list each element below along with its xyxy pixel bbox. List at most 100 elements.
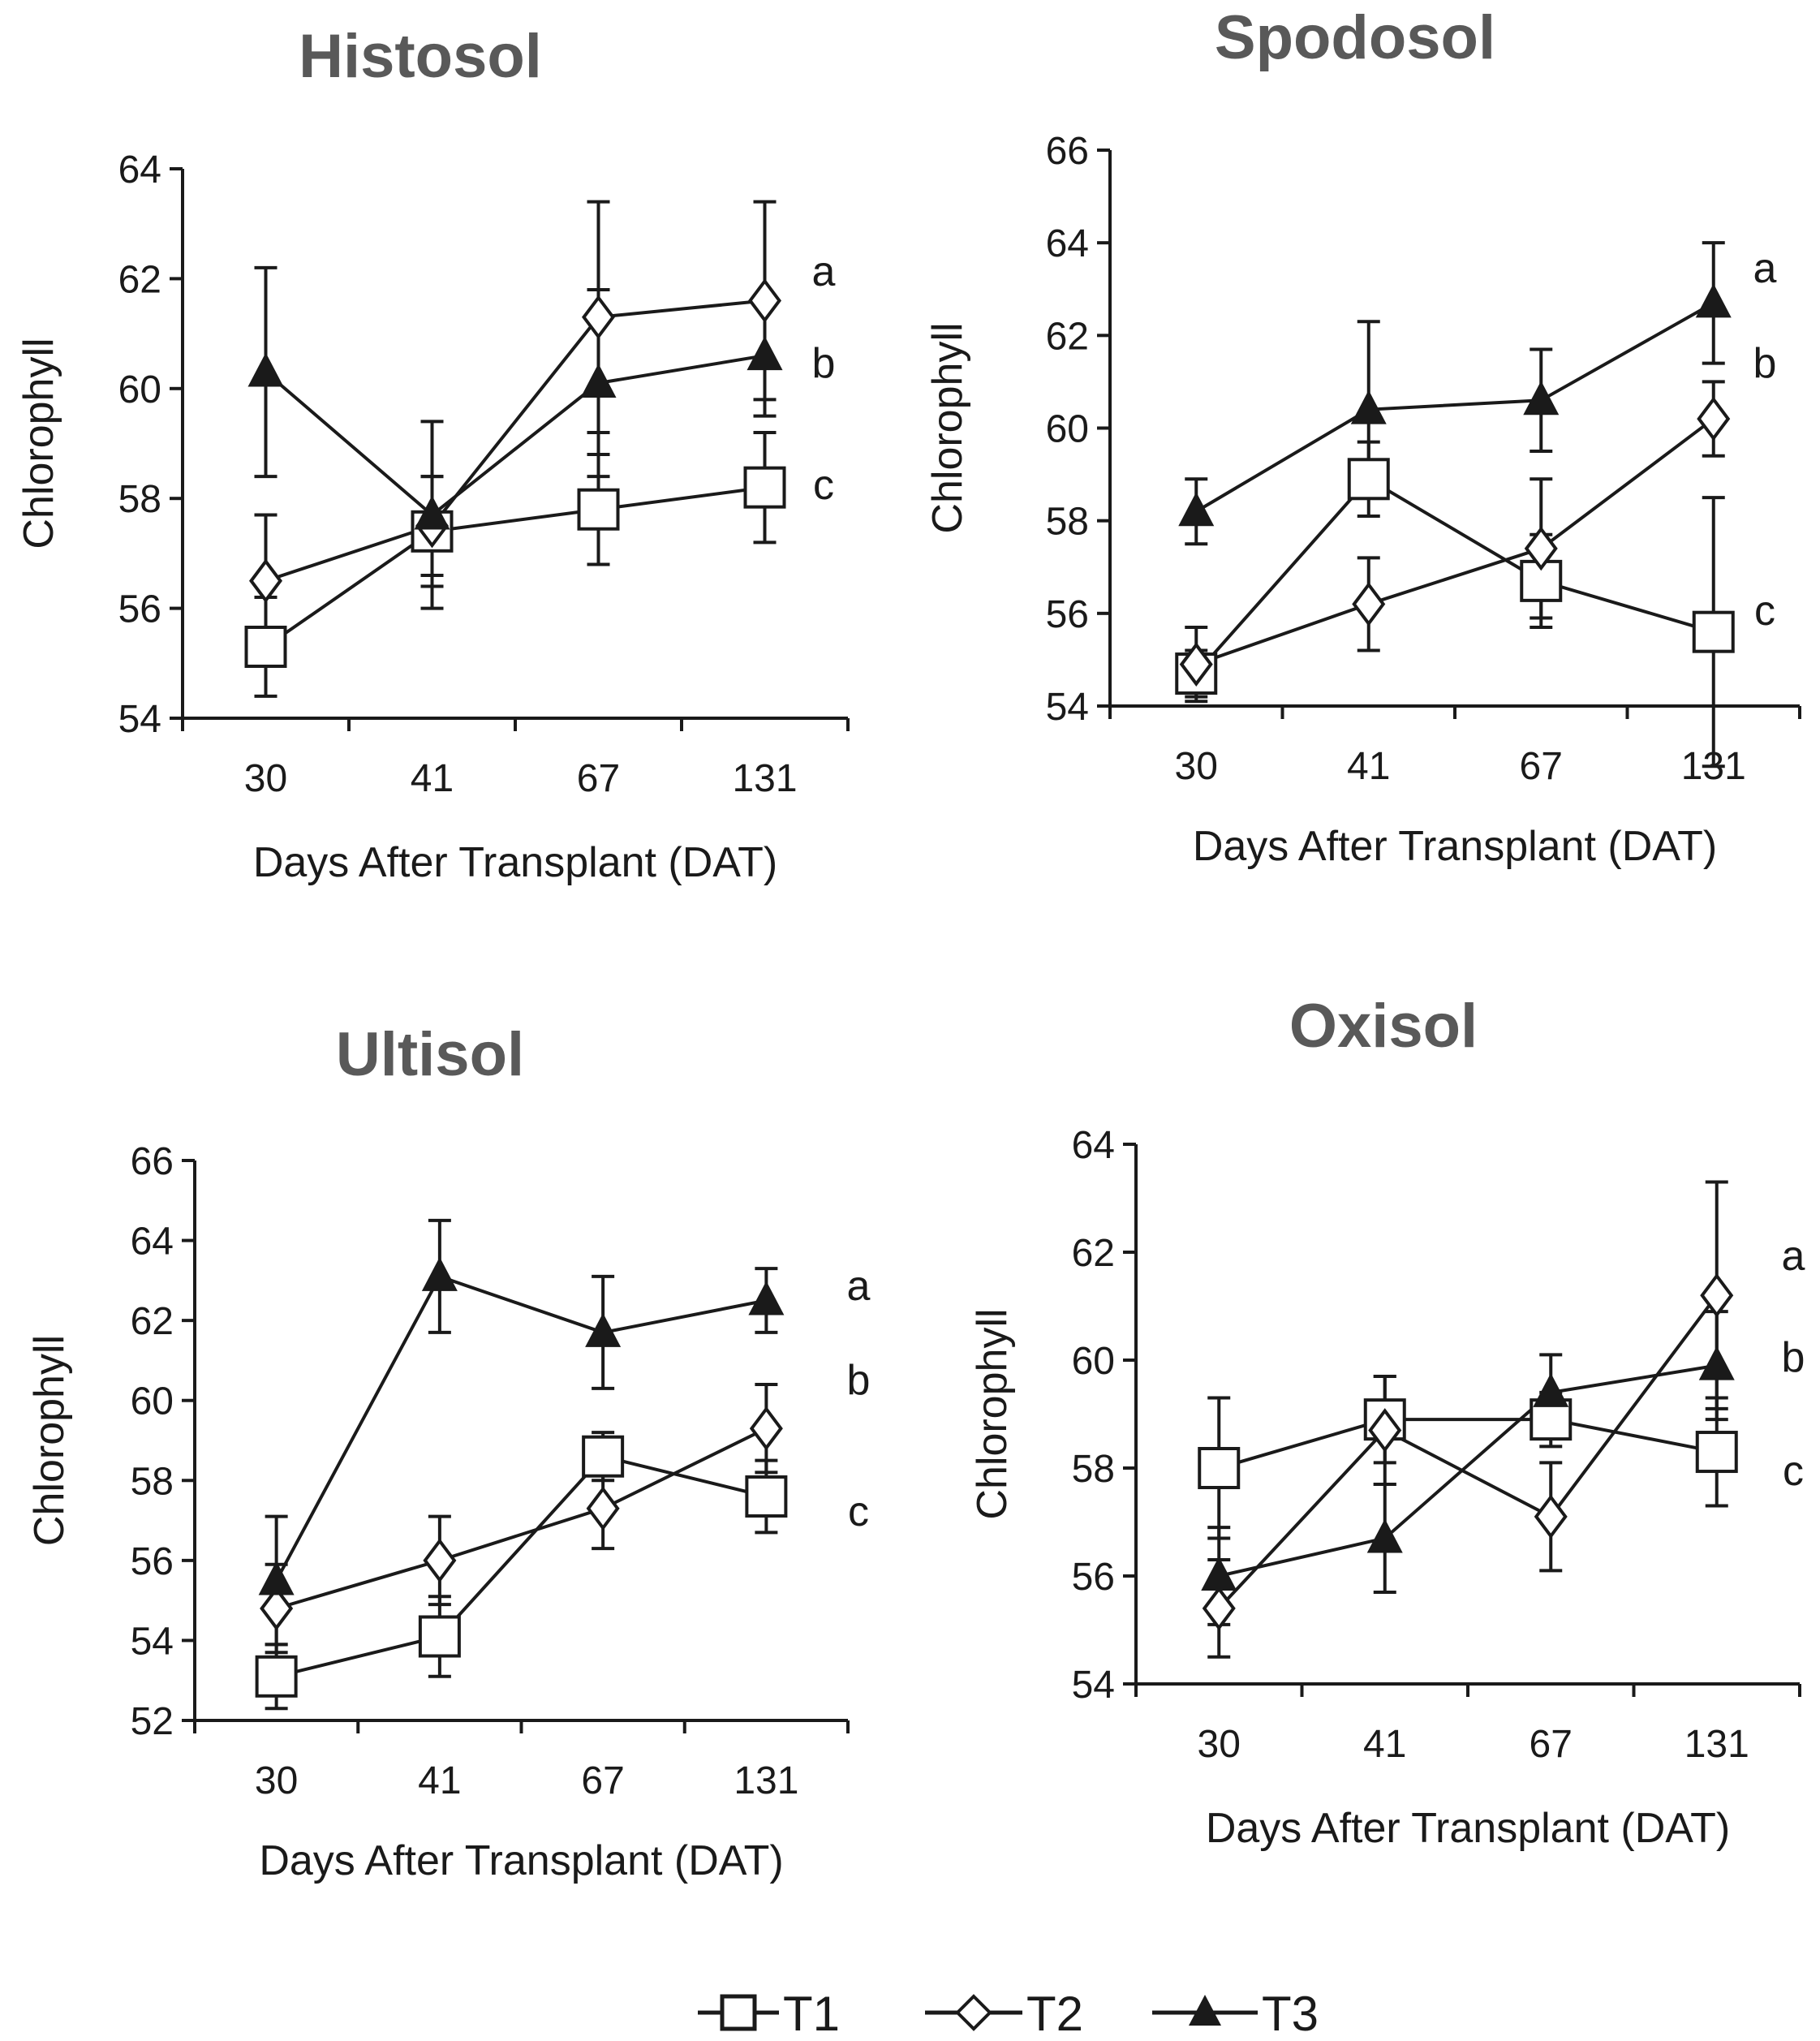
x-tick-label: 131 <box>734 1759 798 1802</box>
data-point-t3 <box>247 352 284 387</box>
significance-letter: c <box>813 462 834 509</box>
data-point-t1 <box>582 1435 625 1478</box>
y-tick-label: 58 <box>118 478 161 521</box>
y-tick-label: 60 <box>131 1380 174 1423</box>
y-tick-label: 62 <box>1046 315 1089 358</box>
data-point-t2 <box>1534 1494 1568 1539</box>
series-line-t2 <box>265 299 765 583</box>
series-line-t1 <box>276 1454 767 1678</box>
series-line-t3 <box>1218 1363 1718 1578</box>
significance-letter: a <box>1753 245 1777 292</box>
x-tick-label: 67 <box>1530 1723 1573 1766</box>
data-point-t1 <box>1692 610 1735 653</box>
panel-title: Spodosol <box>1215 3 1495 72</box>
chart-panel-spodosol: Spodosol54565860626466304167131Days Afte… <box>924 3 1801 870</box>
y-tick-label: 56 <box>1046 593 1089 636</box>
y-tick-label: 54 <box>131 1620 174 1663</box>
data-point-t2 <box>260 1586 294 1631</box>
data-point-t1 <box>418 1615 461 1658</box>
data-point-t3 <box>585 1312 622 1347</box>
series-line-t2 <box>1217 1294 1719 1610</box>
series-line-t3 <box>265 354 765 518</box>
x-tick-label: 41 <box>418 1759 461 1802</box>
significance-letter: c <box>1754 588 1775 635</box>
y-tick-label: 60 <box>1046 408 1089 451</box>
data-point-t3 <box>747 336 783 371</box>
y-tick-label: 62 <box>118 258 161 301</box>
significance-letter: a <box>812 248 836 295</box>
data-point-t1 <box>1347 458 1390 501</box>
panel-title: Oxisol <box>1289 992 1478 1061</box>
y-tick-label: 56 <box>118 588 161 631</box>
data-point-t2 <box>1179 642 1213 687</box>
data-point-t1 <box>255 1655 298 1698</box>
data-point-t1 <box>743 466 786 509</box>
panel-title: Ultisol <box>336 1020 524 1089</box>
data-point-t2 <box>748 278 781 323</box>
y-axis-label: Chlorophyll <box>924 322 971 533</box>
series-line-t2 <box>276 1427 768 1610</box>
x-tick-label: 30 <box>244 757 287 800</box>
significance-letter: c <box>1783 1448 1804 1495</box>
x-axis-label: Days After Transplant (DAT) <box>253 839 777 886</box>
y-tick-label: 64 <box>131 1221 174 1264</box>
data-point-t3 <box>1350 390 1387 424</box>
significance-letter: a <box>847 1263 871 1310</box>
data-point-t3 <box>421 1256 458 1291</box>
x-tick-label: 41 <box>1347 745 1390 788</box>
data-point-t1 <box>577 488 620 531</box>
y-tick-label: 56 <box>131 1540 174 1583</box>
y-tick-label: 58 <box>1072 1448 1115 1491</box>
data-point-t1 <box>1198 1447 1241 1489</box>
x-tick-label: 67 <box>577 757 620 800</box>
legend-marker-t2 <box>955 1994 992 2031</box>
data-point-t3 <box>414 495 450 530</box>
legend-marker-t1 <box>720 1994 757 2031</box>
legend: T1 T2 T3 <box>698 1987 1319 2041</box>
significance-letter: b <box>812 340 836 387</box>
data-point-t3 <box>1695 283 1732 318</box>
data-point-t3 <box>580 364 617 398</box>
data-point-t3 <box>1201 1557 1237 1591</box>
series-line-t1 <box>1218 1418 1718 1470</box>
data-point-t2 <box>423 1538 457 1583</box>
significance-letter: b <box>1782 1334 1805 1381</box>
series-line-t3 <box>274 1274 767 1582</box>
x-tick-label: 30 <box>1198 1723 1241 1766</box>
chart-panel-histosol: Histosol 54 56 58 60 62 64 30 41 67 131 Days After … <box>15 22 850 886</box>
data-point-t1 <box>244 625 287 668</box>
series-line-t2 <box>1195 417 1715 666</box>
y-tick-label: 64 <box>1072 1124 1115 1167</box>
x-tick-label: 41 <box>411 757 454 800</box>
chart-panel-oxisol: Oxisol 54 56 58 60 62 64 30 41 67 131 Days After Tr… <box>969 992 1805 1852</box>
data-point-t2 <box>749 1406 783 1451</box>
x-tick-label: 131 <box>732 757 797 800</box>
data-point-t3 <box>1533 1372 1569 1407</box>
data-point-t3 <box>748 1281 785 1315</box>
y-tick-label: 60 <box>118 368 161 411</box>
data-point-t2 <box>1368 1408 1402 1453</box>
data-point-t2 <box>1700 1272 1734 1318</box>
significance-letter: a <box>1782 1233 1805 1280</box>
y-tick-label: 66 <box>1046 130 1089 173</box>
y-tick-label: 58 <box>131 1460 174 1503</box>
significance-letter: b <box>847 1357 871 1404</box>
chart-panel-ultisol: Ultisol 52 54 56 58 60 62 64 66 30 41 67 131 Days Aft… <box>26 1020 871 1884</box>
x-tick-label: 30 <box>1175 745 1218 788</box>
x-tick-label: 67 <box>581 1759 624 1802</box>
y-tick-label: 64 <box>1046 222 1089 265</box>
data-point-t3 <box>1178 492 1215 527</box>
legend-marker-t3 <box>1189 1995 1221 2026</box>
y-axis-label: Chlorophyll <box>15 338 62 549</box>
x-tick-label: 131 <box>1684 1723 1749 1766</box>
data-point-t2 <box>582 295 615 340</box>
x-axis-label: Days After Transplant (DAT) <box>1206 1805 1730 1852</box>
x-tick-label: 41 <box>1363 1723 1406 1766</box>
data-point-t2 <box>249 558 282 604</box>
y-tick-label: 54 <box>1072 1664 1115 1707</box>
data-point-t2 <box>1524 526 1558 571</box>
y-tick-label: 58 <box>1046 501 1089 544</box>
data-point-t2 <box>1697 396 1731 441</box>
y-tick-label: 54 <box>118 698 161 741</box>
